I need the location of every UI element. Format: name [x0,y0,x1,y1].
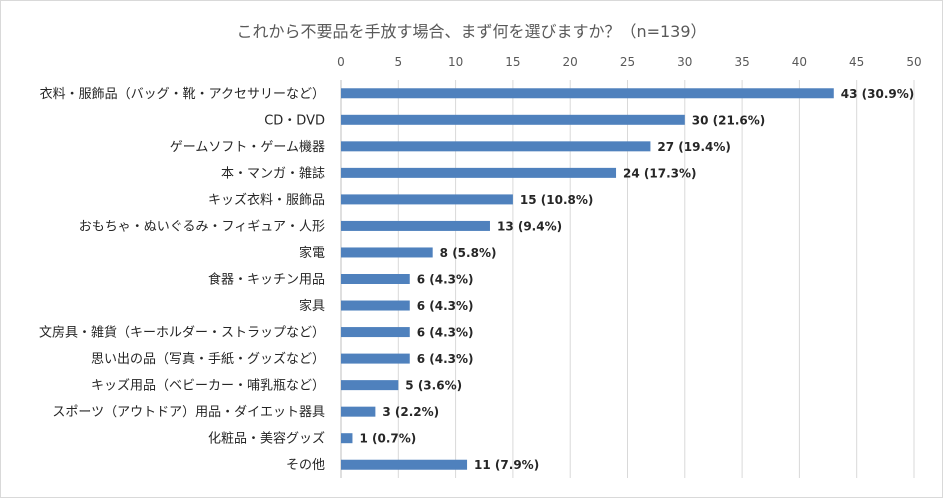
bar [341,433,353,444]
data-label: 6 (4.3%) [417,299,474,313]
data-label: 1 (0.7%) [359,432,416,446]
bar [341,247,433,258]
data-label: 5 (3.6%) [405,379,462,393]
data-label: 15 (10.8%) [520,193,593,207]
bar [341,220,490,231]
category-label: その他 [286,458,325,473]
bar [341,141,651,152]
x-tick-label: 45 [849,55,864,69]
data-label: 8 (5.8%) [440,246,497,260]
chart-title: これから不要品を手放す場合、まず何を選びますか？（n=139） [236,22,707,41]
bar [341,406,376,417]
category-label: 食器・キッチン用品 [208,272,325,288]
category-label: 化粧品・美容グッズ [208,431,325,447]
x-tick-label: 10 [448,55,463,69]
bars [341,88,834,470]
bar [341,167,617,178]
category-label: 思い出の品（写真・手紙・グッズなど） [91,351,325,367]
data-label: 27 (19.4%) [657,140,730,154]
category-label: CD・DVD [264,113,325,128]
category-label: 家電 [299,245,325,261]
data-label: 30 (21.6%) [692,113,765,127]
bar [341,380,399,391]
data-label: 6 (4.3%) [417,273,474,287]
x-tick-label: 20 [563,55,578,69]
bar [341,459,468,470]
category-labels: 衣料・服飾品（バッグ・靴・アクセサリーなど） CD・DVD ゲームソフト・ゲーム機器… [39,86,325,473]
category-label: キッズ用品（ベビーカー・哺乳瓶など） [91,378,325,394]
data-label: 6 (4.3%) [417,326,474,340]
bar [341,114,685,125]
x-tick-label: 30 [677,55,692,69]
x-tick-label: 0 [337,55,345,69]
data-labels: 43 (30.9%) 30 (21.6%) 27 (19.4%) 24 (17.3%)… [359,87,914,472]
data-label: 24 (17.3%) [623,166,696,180]
x-axis-ticks: 0 5 10 15 20 25 30 35 40 45 50 [337,55,921,69]
bar [341,274,410,284]
bar [341,194,513,205]
category-label: 文房具・雑貨（キーホルダー・ストラップなど） [39,325,325,341]
data-label: 43 (30.9%) [841,87,914,101]
x-tick-label: 5 [394,55,402,69]
x-tick-label: 40 [792,55,807,69]
category-label: ゲームソフト・ゲーム機器 [170,140,325,155]
data-label: 11 (7.9%) [474,458,539,472]
category-label: おもちゃ・ぬいぐるみ・フィギュア・人形 [79,219,325,234]
x-tick-label: 50 [906,55,921,69]
data-label: 13 (9.4%) [497,219,562,233]
bar [341,300,410,311]
bar [341,88,834,99]
x-tick-label: 25 [620,55,635,69]
category-label: スポーツ（アウトドア）用品・ダイエット器具 [52,405,325,420]
category-label: 本・マンガ・雑誌 [221,165,325,181]
x-tick-label: 35 [734,55,749,69]
data-label: 6 (4.3%) [417,352,474,366]
category-label: 衣料・服飾品（バッグ・靴・アクセサリーなど） [40,86,325,102]
bar [341,327,410,338]
data-label: 3 (2.2%) [382,405,439,419]
category-label: キッズ衣料・服飾品 [208,192,325,208]
bar [341,353,410,364]
category-label: 家具 [299,298,325,314]
x-tick-label: 15 [505,55,520,69]
